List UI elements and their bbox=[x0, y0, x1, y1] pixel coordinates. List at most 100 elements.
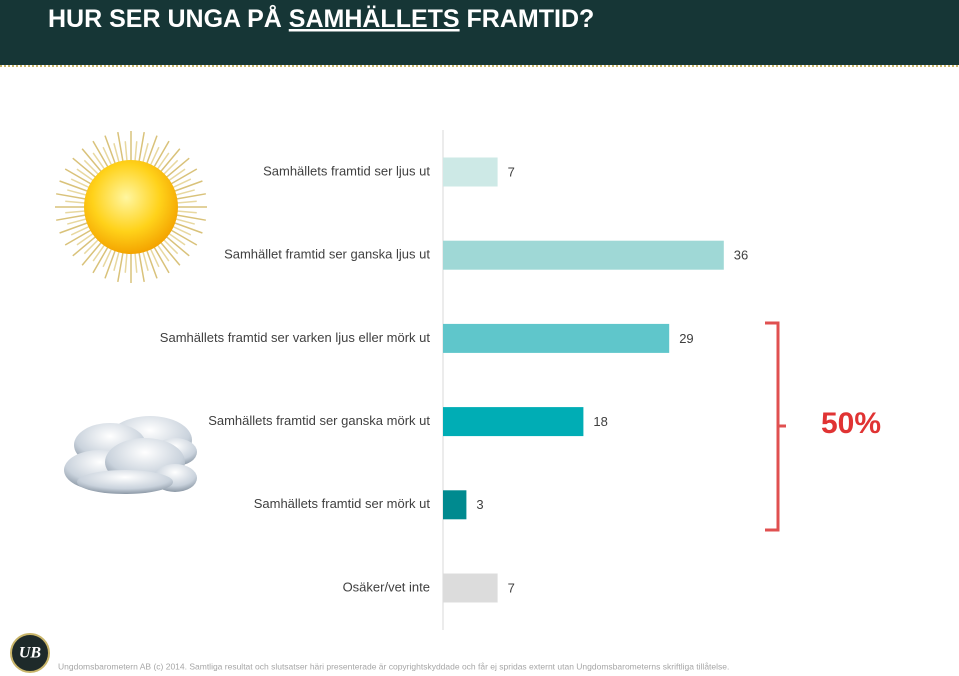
sun-ray bbox=[70, 225, 90, 236]
sun-ray bbox=[142, 143, 149, 163]
value-label: 7 bbox=[508, 580, 515, 595]
sun-ray bbox=[102, 146, 113, 166]
sun-ray bbox=[156, 244, 170, 262]
value-label: 3 bbox=[476, 497, 483, 512]
sun-ray bbox=[59, 222, 89, 234]
annotation: 50% bbox=[821, 407, 881, 440]
category-label: Samhällets framtid ser ljus ut bbox=[263, 163, 430, 178]
footer: Ungdomsbarometern AB (c) 2014. Samtliga … bbox=[58, 661, 729, 671]
sun-ray bbox=[92, 246, 109, 274]
sun-ray bbox=[64, 229, 92, 246]
sun-ray bbox=[175, 218, 195, 225]
sun-ray bbox=[153, 140, 170, 168]
sun-ray bbox=[65, 210, 86, 214]
category-label: Samhällets framtid ser mörk ut bbox=[254, 496, 431, 511]
sun-ray bbox=[124, 252, 128, 273]
logo-text: UB bbox=[19, 645, 42, 662]
value-label: 7 bbox=[508, 164, 515, 179]
sun-ray bbox=[134, 252, 138, 273]
bar bbox=[443, 407, 584, 437]
sun-ray bbox=[149, 146, 160, 166]
sun-ray bbox=[124, 141, 128, 162]
sun-ray bbox=[146, 249, 158, 279]
category-label: Samhällets framtid ser ganska mörk ut bbox=[208, 413, 430, 428]
sun-ray bbox=[168, 232, 186, 246]
sun-ray bbox=[83, 159, 100, 176]
sun-ray bbox=[104, 249, 116, 279]
sun-ray bbox=[76, 232, 94, 246]
title-part: FRAMTID? bbox=[460, 5, 595, 33]
sun-ray bbox=[104, 135, 116, 165]
logo bbox=[10, 633, 50, 673]
category-label: Samhällets framtid ser varken ljus eller… bbox=[160, 330, 431, 345]
sun-ray bbox=[138, 252, 145, 282]
header-bar bbox=[0, 0, 959, 65]
sun-disc bbox=[84, 160, 178, 254]
sun-ray bbox=[76, 168, 94, 182]
sun-ray bbox=[153, 246, 170, 274]
value-label: 18 bbox=[593, 414, 607, 429]
sun-ray bbox=[65, 200, 86, 204]
sun-ray bbox=[176, 214, 206, 221]
bar bbox=[443, 490, 467, 520]
title-part: HUR SER UNGA PÅ bbox=[48, 4, 289, 33]
bracket bbox=[765, 321, 786, 532]
sun-ray bbox=[172, 178, 192, 189]
sun-ray bbox=[146, 135, 158, 165]
sun-ray bbox=[56, 214, 86, 221]
category-label: Samhället framtid ser ganska ljus ut bbox=[224, 247, 430, 262]
bar bbox=[443, 240, 724, 270]
sun-ray bbox=[117, 132, 124, 162]
sun-ray bbox=[172, 225, 192, 236]
category-label: Osäker/vet inte bbox=[343, 579, 430, 594]
sun-ray bbox=[138, 132, 145, 162]
sun-ray bbox=[173, 222, 203, 234]
sun-ray bbox=[134, 141, 138, 162]
sun-ray bbox=[159, 241, 181, 266]
sun-ray bbox=[72, 235, 97, 257]
sun-ray bbox=[59, 180, 89, 192]
sun-ray bbox=[83, 238, 100, 255]
sun-ray bbox=[113, 251, 120, 271]
sun-ray bbox=[92, 152, 106, 170]
bar bbox=[443, 323, 670, 353]
sun-ray bbox=[176, 200, 197, 204]
sun-ray bbox=[117, 252, 124, 282]
sun-ray bbox=[81, 241, 103, 266]
sun-ray bbox=[142, 251, 149, 271]
sun-ray bbox=[165, 235, 190, 257]
sun-ray bbox=[67, 189, 87, 196]
sun-ray bbox=[92, 244, 106, 262]
title: HUR SER UNGA PÅ SAMHÄLLETS FRAMTID? bbox=[48, 4, 594, 33]
sun-ray bbox=[175, 189, 195, 196]
sun-ray bbox=[67, 218, 87, 225]
sun-ray bbox=[170, 229, 198, 246]
sun-ray bbox=[64, 168, 92, 185]
sun-ray bbox=[81, 148, 103, 173]
bar bbox=[443, 157, 498, 187]
sun-ray bbox=[159, 148, 181, 173]
sun-ray bbox=[102, 248, 113, 268]
bar bbox=[443, 573, 498, 603]
sun-ray bbox=[176, 193, 206, 200]
sun-ray bbox=[113, 143, 120, 163]
cloud-icon bbox=[64, 416, 197, 494]
sun-ray bbox=[165, 157, 190, 179]
sun-ray bbox=[173, 180, 203, 192]
sun-ray bbox=[70, 178, 90, 189]
sun-ray bbox=[72, 157, 97, 179]
title-part: SAMHÄLLETS bbox=[289, 5, 460, 33]
sun-ray bbox=[56, 193, 86, 200]
sun-ray bbox=[156, 152, 170, 170]
sun-ray bbox=[170, 168, 198, 185]
sun-ray bbox=[168, 168, 186, 182]
sun-ray bbox=[162, 238, 179, 255]
sun-ray bbox=[149, 248, 160, 268]
sun-ray bbox=[176, 210, 197, 214]
value-label: 29 bbox=[679, 331, 693, 346]
sun-ray bbox=[162, 159, 179, 176]
value-label: 36 bbox=[734, 248, 748, 263]
sun-icon bbox=[55, 131, 207, 283]
sun-ray bbox=[92, 140, 109, 168]
